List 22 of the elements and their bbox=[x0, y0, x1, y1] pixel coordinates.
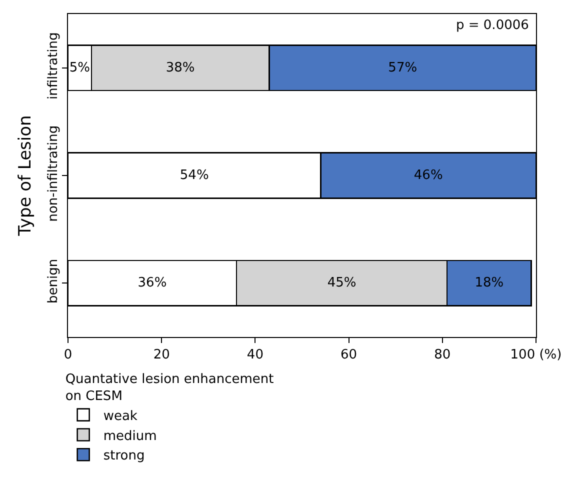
data-label: 57% bbox=[388, 60, 418, 76]
y-tick-label: non-infiltrating bbox=[46, 125, 61, 222]
y-tick-label: infiltrating bbox=[46, 32, 61, 100]
y-tick-label: benign bbox=[46, 258, 61, 304]
legend-label: medium bbox=[103, 428, 157, 444]
data-label: 18% bbox=[474, 276, 504, 291]
data-label: 54% bbox=[180, 168, 209, 183]
x-tick-label: 80 bbox=[434, 348, 451, 363]
y-axis-title: Type of Lesion bbox=[15, 115, 36, 237]
data-label: 36% bbox=[138, 276, 167, 291]
data-label: 46% bbox=[414, 168, 443, 183]
x-tick-label: 0 bbox=[64, 348, 72, 363]
x-tick-label: 100 (%) bbox=[510, 348, 562, 363]
legend-label: strong bbox=[103, 448, 145, 464]
data-label: 38% bbox=[166, 60, 195, 76]
data-label: 45% bbox=[327, 276, 356, 291]
legend-label: weak bbox=[103, 408, 138, 424]
data-label: 5% bbox=[69, 60, 90, 76]
x-tick-label: 60 bbox=[340, 348, 358, 363]
annotation: p = 0.0006 bbox=[456, 18, 529, 33]
x-tick-label: 20 bbox=[153, 348, 170, 363]
x-tick-label: 40 bbox=[246, 348, 264, 363]
